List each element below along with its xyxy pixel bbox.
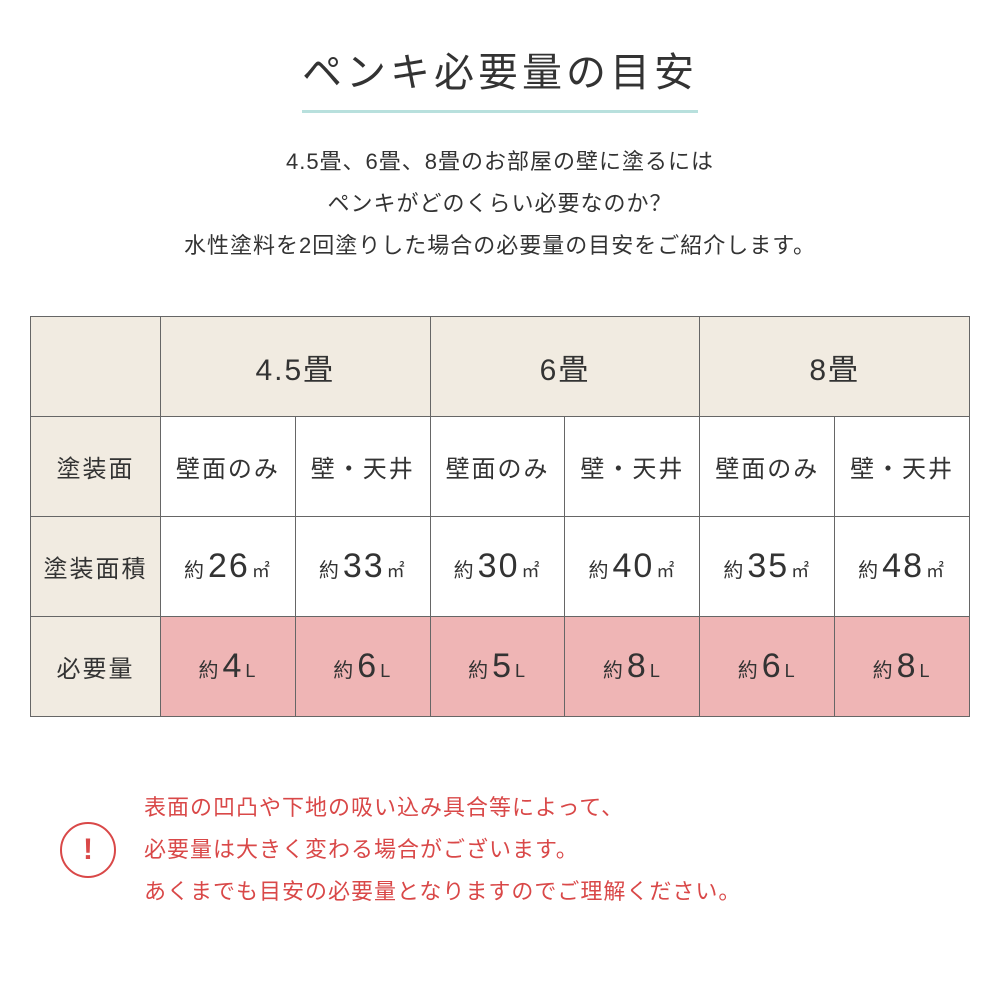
row-label: 塗装面積	[31, 517, 161, 617]
intro-line: 水性塗料を2回塗りした場合の必要量の目安をご紹介します。	[184, 233, 816, 258]
header-col: 8畳	[700, 317, 970, 417]
table-cell: 壁・天井	[295, 417, 430, 517]
alert-icon: !	[60, 822, 116, 878]
table-cell: 約48㎡	[835, 517, 970, 617]
paint-amount-table: 4.5畳 6畳 8畳 塗装面 壁面のみ 壁・天井 壁面のみ 壁・天井 壁面のみ …	[30, 316, 970, 717]
table-cell: 約40㎡	[565, 517, 700, 617]
table-cell-highlight: 約6L	[700, 617, 835, 717]
table-cell: 壁面のみ	[700, 417, 835, 517]
page-title: ペンキ必要量の目安	[302, 40, 698, 113]
table-cell-highlight: 約5L	[430, 617, 565, 717]
row-label: 塗装面	[31, 417, 161, 517]
table-row-surface: 塗装面 壁面のみ 壁・天井 壁面のみ 壁・天井 壁面のみ 壁・天井	[31, 417, 970, 517]
intro-line: ペンキがどのくらい必要なのか？	[327, 191, 672, 216]
header-col: 6畳	[430, 317, 700, 417]
table-row-area: 塗装面積 約26㎡ 約33㎡ 約30㎡ 約40㎡ 約35㎡ 約48㎡	[31, 517, 970, 617]
table-cell: 壁・天井	[565, 417, 700, 517]
table-cell: 壁・天井	[835, 417, 970, 517]
header-col: 4.5畳	[161, 317, 431, 417]
table-cell: 約26㎡	[161, 517, 296, 617]
table-cell-highlight: 約8L	[835, 617, 970, 717]
header-empty	[31, 317, 161, 417]
intro-text: 4.5畳、6畳、8畳のお部屋の壁に塗るには ペンキがどのくらい必要なのか？ 水性…	[30, 141, 970, 266]
table-cell: 約30㎡	[430, 517, 565, 617]
table-row-amount: 必要量 約4L 約6L 約5L 約8L 約6L 約8L	[31, 617, 970, 717]
intro-line: 4.5畳、6畳、8畳のお部屋の壁に塗るには	[286, 149, 714, 174]
note-line: 表面の凹凸や下地の吸い込み具合等によって、	[144, 795, 624, 820]
table-header-row: 4.5畳 6畳 8畳	[31, 317, 970, 417]
note-line: 必要量は大きく変わる場合がございます。	[144, 837, 579, 862]
table-cell: 壁面のみ	[161, 417, 296, 517]
table-cell-highlight: 約4L	[161, 617, 296, 717]
note-line: あくまでも目安の必要量となりますのでご理解ください。	[144, 879, 741, 904]
table-cell-highlight: 約8L	[565, 617, 700, 717]
table-cell: 約35㎡	[700, 517, 835, 617]
table-cell: 約33㎡	[295, 517, 430, 617]
disclaimer: ! 表面の凹凸や下地の吸い込み具合等によって、 必要量は大きく変わる場合がござい…	[30, 787, 970, 912]
row-label: 必要量	[31, 617, 161, 717]
disclaimer-text: 表面の凹凸や下地の吸い込み具合等によって、 必要量は大きく変わる場合がございます…	[144, 787, 741, 912]
table-cell-highlight: 約6L	[295, 617, 430, 717]
table-cell: 壁面のみ	[430, 417, 565, 517]
